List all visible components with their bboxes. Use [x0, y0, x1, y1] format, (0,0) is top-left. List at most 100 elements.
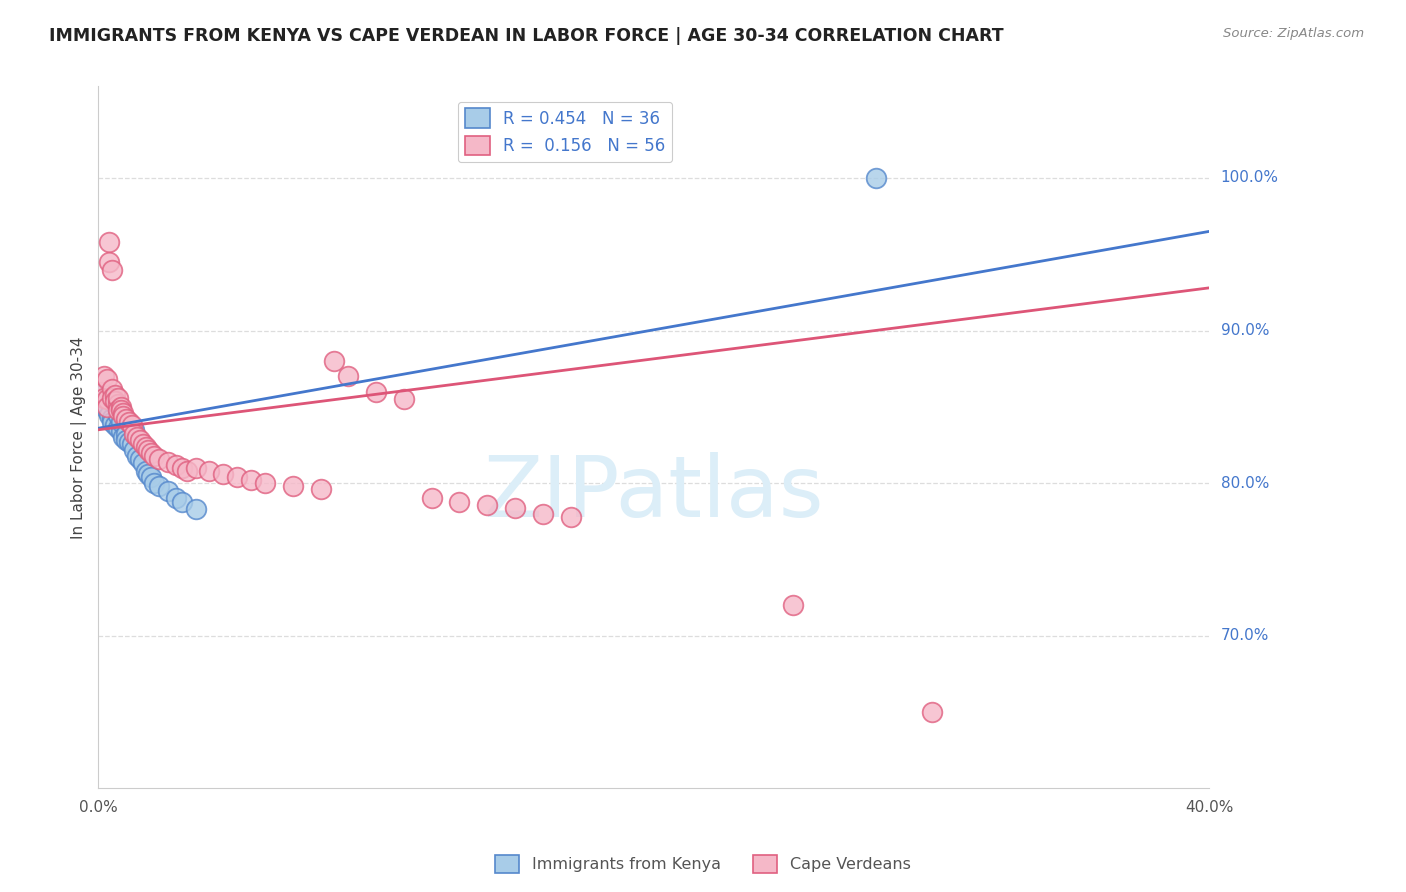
Legend: R = 0.454   N = 36, R =  0.156   N = 56: R = 0.454 N = 36, R = 0.156 N = 56: [458, 102, 672, 161]
Point: [138, 467, 160, 481]
Point: [96, 392, 118, 407]
Point: [337, 369, 360, 384]
Point: [323, 354, 346, 368]
Point: [110, 400, 132, 414]
Point: [96, 372, 118, 386]
Point: [392, 392, 415, 407]
Point: [112, 430, 135, 444]
Point: [240, 473, 263, 487]
Point: [93, 392, 115, 407]
Point: [184, 461, 207, 475]
Point: [101, 382, 124, 396]
Point: [449, 494, 471, 508]
Point: [156, 455, 179, 469]
Point: [96, 392, 118, 407]
Point: [142, 449, 165, 463]
Point: [170, 494, 193, 508]
Point: [90, 384, 112, 399]
Point: [782, 599, 804, 613]
Point: [104, 393, 127, 408]
Point: [110, 403, 132, 417]
Point: [139, 445, 162, 459]
Point: [139, 470, 162, 484]
Point: [420, 491, 443, 506]
Point: [124, 423, 146, 437]
Point: [127, 430, 149, 444]
Text: IMMIGRANTS FROM KENYA VS CAPE VERDEAN IN LABOR FORCE | AGE 30-34 CORRELATION CHA: IMMIGRANTS FROM KENYA VS CAPE VERDEAN IN…: [49, 27, 1004, 45]
Text: 70.0%: 70.0%: [1220, 628, 1268, 643]
Point: [184, 502, 207, 516]
Point: [98, 235, 121, 249]
Text: ZIPatlas: ZIPatlas: [484, 452, 824, 535]
Point: [170, 461, 193, 475]
Point: [138, 442, 160, 457]
Point: [366, 384, 388, 399]
Point: [118, 415, 141, 429]
Text: 90.0%: 90.0%: [1220, 323, 1270, 338]
Point: [107, 397, 129, 411]
Legend: Immigrants from Kenya, Cape Verdeans: Immigrants from Kenya, Cape Verdeans: [489, 848, 917, 880]
Point: [107, 408, 129, 422]
Point: [135, 464, 157, 478]
Point: [107, 403, 129, 417]
Point: [115, 434, 138, 448]
Y-axis label: In Labor Force | Age 30-34: In Labor Force | Age 30-34: [72, 336, 87, 539]
Point: [165, 458, 187, 472]
Point: [96, 400, 118, 414]
Point: [142, 476, 165, 491]
Point: [124, 427, 146, 442]
Point: [531, 507, 554, 521]
Point: [129, 451, 152, 466]
Point: [101, 415, 124, 429]
Point: [132, 456, 155, 470]
Point: [226, 470, 249, 484]
Point: [253, 476, 276, 491]
Point: [865, 170, 887, 185]
Point: [212, 467, 235, 481]
Point: [93, 391, 115, 405]
Point: [112, 406, 135, 420]
Point: [148, 479, 170, 493]
Point: [101, 391, 124, 405]
Point: [107, 421, 129, 435]
Point: [93, 397, 115, 411]
Point: [115, 412, 138, 426]
Point: [921, 705, 943, 719]
Point: [110, 425, 132, 439]
Point: [121, 418, 143, 433]
Point: [101, 262, 124, 277]
Point: [115, 427, 138, 442]
Point: [127, 449, 149, 463]
Point: [104, 397, 127, 411]
Point: [198, 464, 221, 478]
Text: Source: ZipAtlas.com: Source: ZipAtlas.com: [1223, 27, 1364, 40]
Point: [98, 389, 121, 403]
Point: [110, 415, 132, 429]
Point: [98, 255, 121, 269]
Point: [93, 369, 115, 384]
Point: [101, 410, 124, 425]
Point: [90, 387, 112, 401]
Point: [176, 464, 198, 478]
Text: 80.0%: 80.0%: [1220, 475, 1268, 491]
Text: 100.0%: 100.0%: [1220, 170, 1278, 186]
Point: [129, 434, 152, 448]
Point: [124, 442, 146, 457]
Point: [112, 409, 135, 423]
Point: [503, 500, 526, 515]
Point: [96, 403, 118, 417]
Point: [477, 498, 499, 512]
Point: [281, 479, 304, 493]
Point: [107, 391, 129, 405]
Point: [98, 408, 121, 422]
Point: [309, 483, 332, 497]
Point: [135, 440, 157, 454]
Point: [560, 509, 582, 524]
Point: [96, 400, 118, 414]
Point: [132, 436, 155, 450]
Point: [148, 451, 170, 466]
Point: [118, 434, 141, 449]
Point: [156, 483, 179, 498]
Point: [165, 491, 187, 506]
Point: [104, 387, 127, 401]
